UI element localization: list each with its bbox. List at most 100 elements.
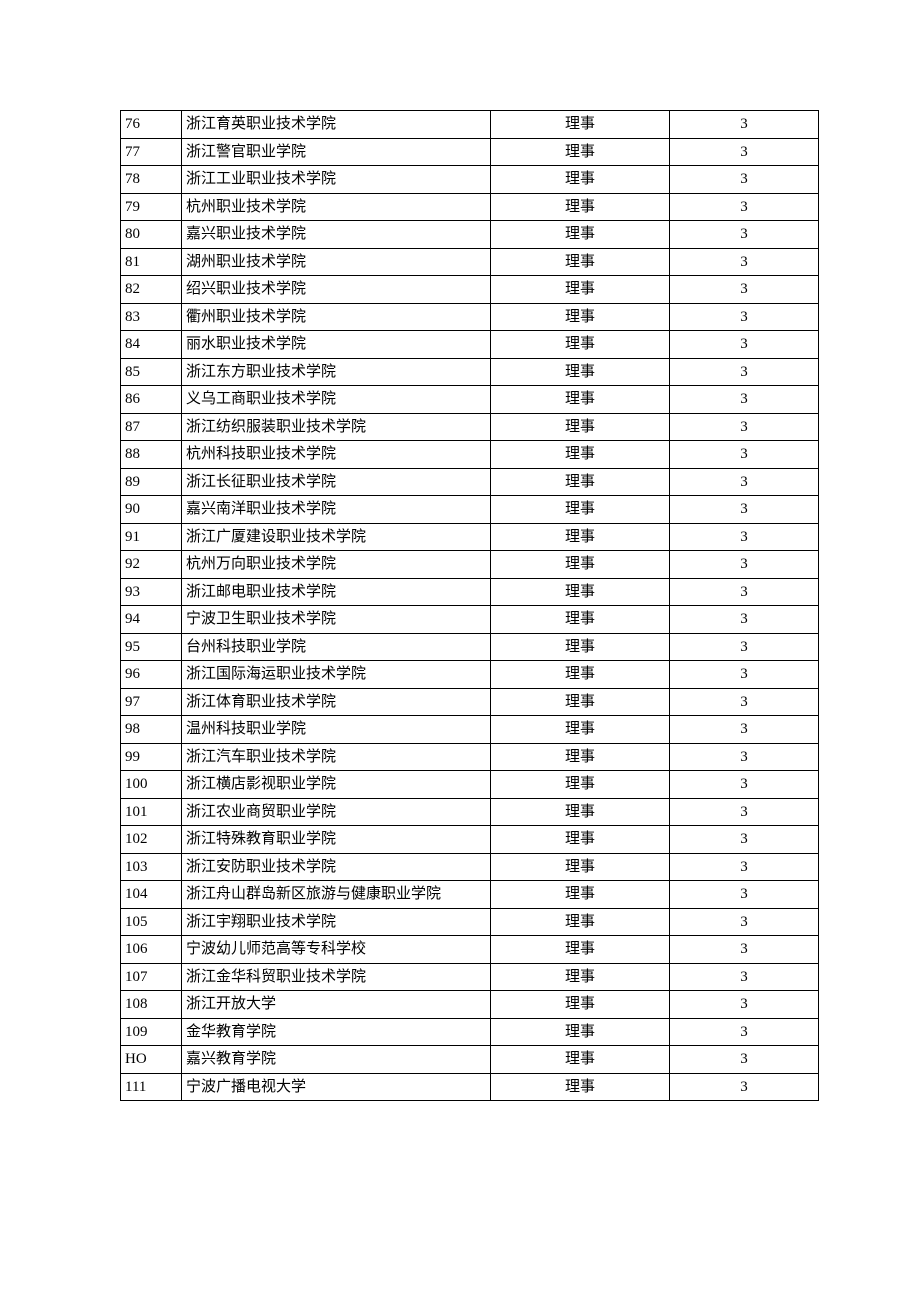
cell-role: 理事 (491, 248, 670, 276)
cell-name: 衢州职业技术学院 (182, 303, 491, 331)
cell-name: 嘉兴南洋职业技术学院 (182, 496, 491, 524)
cell-role: 理事 (491, 551, 670, 579)
cell-name: 嘉兴教育学院 (182, 1046, 491, 1074)
cell-index: 87 (121, 413, 182, 441)
cell-name: 浙江横店影视职业学院 (182, 771, 491, 799)
cell-index: 78 (121, 166, 182, 194)
cell-num: 3 (670, 386, 819, 414)
cell-role: 理事 (491, 496, 670, 524)
cell-name: 浙江广厦建设职业技术学院 (182, 523, 491, 551)
cell-name: 浙江国际海运职业技术学院 (182, 661, 491, 689)
cell-index: 80 (121, 221, 182, 249)
table-row: 85浙江东方职业技术学院理事3 (121, 358, 819, 386)
cell-num: 3 (670, 276, 819, 304)
table-row: 83衢州职业技术学院理事3 (121, 303, 819, 331)
cell-index: 96 (121, 661, 182, 689)
cell-index: 107 (121, 963, 182, 991)
cell-num: 3 (670, 798, 819, 826)
table-row: 86义乌工商职业技术学院理事3 (121, 386, 819, 414)
cell-name: 浙江舟山群岛新区旅游与健康职业学院 (182, 881, 491, 909)
cell-role: 理事 (491, 908, 670, 936)
cell-name: 宁波幼儿师范高等专科学校 (182, 936, 491, 964)
cell-num: 3 (670, 441, 819, 469)
cell-role: 理事 (491, 1018, 670, 1046)
cell-num: 3 (670, 1046, 819, 1074)
table-row: 80嘉兴职业技术学院理事3 (121, 221, 819, 249)
table-row: 98温州科技职业学院理事3 (121, 716, 819, 744)
cell-name: 杭州万向职业技术学院 (182, 551, 491, 579)
cell-role: 理事 (491, 743, 670, 771)
table-row: 97浙江体育职业技术学院理事3 (121, 688, 819, 716)
cell-name: 浙江体育职业技术学院 (182, 688, 491, 716)
table-row: 92杭州万向职业技术学院理事3 (121, 551, 819, 579)
table-row: 90嘉兴南洋职业技术学院理事3 (121, 496, 819, 524)
cell-index: 77 (121, 138, 182, 166)
cell-index: 108 (121, 991, 182, 1019)
cell-index: 89 (121, 468, 182, 496)
cell-index: 106 (121, 936, 182, 964)
cell-index: 100 (121, 771, 182, 799)
cell-role: 理事 (491, 1046, 670, 1074)
cell-index: 91 (121, 523, 182, 551)
table-row: 96浙江国际海运职业技术学院理事3 (121, 661, 819, 689)
cell-num: 3 (670, 303, 819, 331)
cell-num: 3 (670, 936, 819, 964)
cell-index: 99 (121, 743, 182, 771)
cell-index: 86 (121, 386, 182, 414)
cell-role: 理事 (491, 826, 670, 854)
cell-name: 浙江特殊教育职业学院 (182, 826, 491, 854)
cell-index: HO (121, 1046, 182, 1074)
cell-role: 理事 (491, 578, 670, 606)
cell-role: 理事 (491, 688, 670, 716)
cell-num: 3 (670, 551, 819, 579)
cell-role: 理事 (491, 633, 670, 661)
cell-num: 3 (670, 633, 819, 661)
cell-name: 宁波广播电视大学 (182, 1073, 491, 1101)
cell-name: 浙江警官职业学院 (182, 138, 491, 166)
cell-num: 3 (670, 716, 819, 744)
cell-name: 浙江育英职业技术学院 (182, 111, 491, 139)
cell-index: 105 (121, 908, 182, 936)
cell-role: 理事 (491, 936, 670, 964)
table-row: HO嘉兴教育学院理事3 (121, 1046, 819, 1074)
cell-index: 102 (121, 826, 182, 854)
cell-num: 3 (670, 523, 819, 551)
cell-num: 3 (670, 221, 819, 249)
cell-role: 理事 (491, 523, 670, 551)
table-row: 102浙江特殊教育职业学院理事3 (121, 826, 819, 854)
cell-role: 理事 (491, 441, 670, 469)
cell-name: 浙江金华科贸职业技术学院 (182, 963, 491, 991)
cell-index: 82 (121, 276, 182, 304)
cell-num: 3 (670, 111, 819, 139)
cell-name: 浙江开放大学 (182, 991, 491, 1019)
cell-role: 理事 (491, 358, 670, 386)
table-row: 79杭州职业技术学院理事3 (121, 193, 819, 221)
cell-num: 3 (670, 1073, 819, 1101)
cell-role: 理事 (491, 111, 670, 139)
cell-num: 3 (670, 358, 819, 386)
cell-role: 理事 (491, 413, 670, 441)
cell-role: 理事 (491, 276, 670, 304)
cell-role: 理事 (491, 716, 670, 744)
table-row: 99浙江汽车职业技术学院理事3 (121, 743, 819, 771)
cell-name: 浙江东方职业技术学院 (182, 358, 491, 386)
cell-index: 79 (121, 193, 182, 221)
cell-role: 理事 (491, 771, 670, 799)
cell-num: 3 (670, 743, 819, 771)
cell-index: 92 (121, 551, 182, 579)
cell-index: 85 (121, 358, 182, 386)
cell-name: 义乌工商职业技术学院 (182, 386, 491, 414)
cell-num: 3 (670, 413, 819, 441)
cell-name: 浙江工业职业技术学院 (182, 166, 491, 194)
cell-name: 浙江长征职业技术学院 (182, 468, 491, 496)
cell-name: 浙江纺织服装职业技术学院 (182, 413, 491, 441)
table-row: 106宁波幼儿师范高等专科学校理事3 (121, 936, 819, 964)
cell-num: 3 (670, 963, 819, 991)
cell-role: 理事 (491, 1073, 670, 1101)
cell-role: 理事 (491, 853, 670, 881)
cell-role: 理事 (491, 606, 670, 634)
cell-role: 理事 (491, 386, 670, 414)
cell-role: 理事 (491, 166, 670, 194)
table-row: 101浙江农业商贸职业学院理事3 (121, 798, 819, 826)
table-body: 76浙江育英职业技术学院理事377浙江警官职业学院理事378浙江工业职业技术学院… (121, 111, 819, 1101)
